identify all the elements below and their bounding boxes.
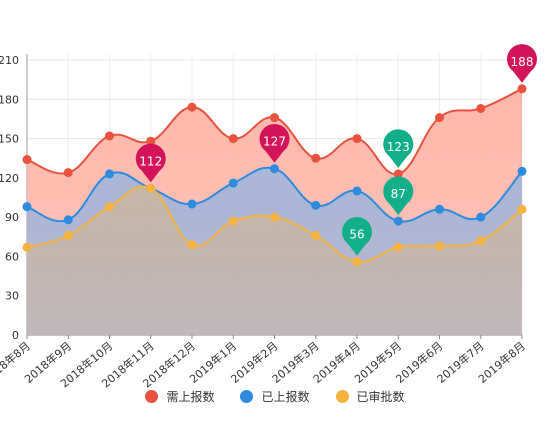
data-point	[435, 204, 444, 214]
data-point	[476, 236, 486, 246]
y-tick-label: 0	[12, 329, 19, 342]
annotation-label: 87	[391, 187, 406, 201]
data-point	[352, 257, 362, 267]
area-fill	[27, 186, 522, 335]
y-tick-label: 120	[0, 172, 19, 185]
data-point	[393, 242, 403, 252]
data-point	[22, 155, 32, 165]
legend-label: 已审批数	[356, 389, 405, 404]
annotation-pin-icon	[383, 176, 414, 216]
data-point	[228, 134, 238, 144]
data-point	[311, 230, 321, 240]
data-point	[105, 169, 114, 179]
annotation-label: 188	[511, 55, 534, 69]
data-point	[105, 131, 114, 141]
annotation-pin-icon	[259, 123, 290, 163]
data-point	[187, 199, 197, 209]
data-point	[228, 216, 238, 226]
data-point	[270, 113, 279, 123]
data-point	[393, 216, 403, 226]
data-point	[187, 240, 197, 250]
data-point	[517, 166, 527, 176]
data-point	[517, 84, 527, 94]
data-point	[476, 212, 486, 222]
data-point	[146, 183, 156, 193]
data-point	[517, 204, 527, 214]
data-point	[352, 134, 362, 144]
legend: 需上报数 已上报数 已审批数	[0, 384, 550, 408]
data-point	[311, 153, 321, 163]
annotation-pin-icon	[342, 216, 373, 256]
legend-label: 需上报数	[166, 389, 215, 404]
data-point	[476, 103, 486, 113]
data-point	[270, 164, 279, 174]
annotation-label: 56	[349, 228, 364, 242]
annotation-pin-icon	[383, 129, 414, 168]
data-point	[22, 242, 32, 252]
y-tick-label: 150	[0, 133, 19, 146]
y-tick-label: 30	[5, 290, 19, 303]
annotation-label: 123	[387, 140, 410, 154]
y-tick-label: 180	[0, 93, 19, 106]
y-tick-label: 60	[5, 250, 19, 263]
legend-dot-icon	[145, 389, 159, 403]
data-point	[22, 202, 32, 212]
annotation-pin-icon	[135, 143, 166, 183]
y-tick-label: 210	[0, 54, 19, 67]
data-point	[63, 230, 73, 240]
legend-item-required[interactable]: 需上报数	[145, 388, 214, 405]
annotation-pin-icon	[507, 44, 538, 83]
data-point	[435, 113, 444, 123]
legend-item-reported[interactable]: 已上报数	[240, 388, 310, 405]
data-point	[63, 215, 73, 225]
data-point	[352, 186, 362, 196]
data-point	[63, 168, 73, 178]
legend-item-approved[interactable]: 已审批数	[335, 388, 405, 405]
data-point	[228, 178, 238, 188]
annotation-label: 127	[263, 135, 286, 149]
legend-dot-icon	[240, 389, 254, 403]
legend-dot-icon	[335, 389, 349, 403]
annotation-label: 112	[139, 154, 162, 168]
legend-label: 已上报数	[261, 389, 310, 404]
data-point	[187, 102, 197, 112]
y-tick-label: 90	[5, 211, 19, 224]
data-point	[311, 200, 321, 210]
data-point	[105, 202, 114, 212]
data-point	[435, 241, 444, 251]
data-point	[270, 212, 279, 222]
